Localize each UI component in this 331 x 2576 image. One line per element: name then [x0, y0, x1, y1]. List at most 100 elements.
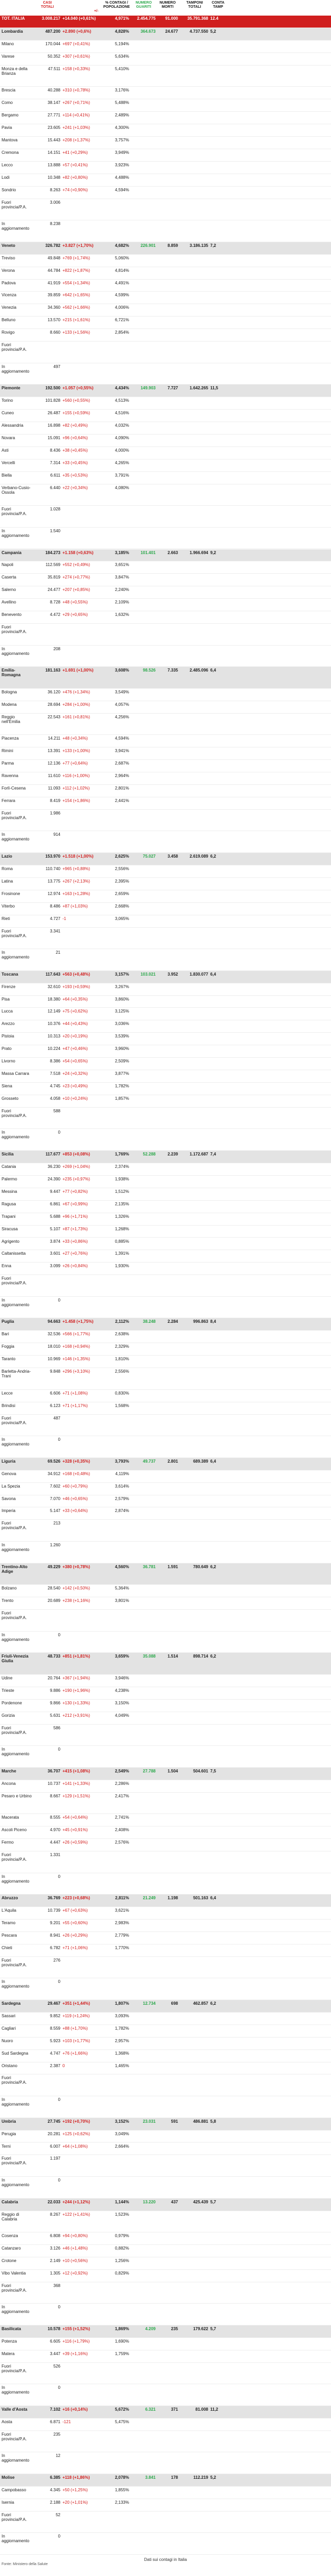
- row-name: Caltanissetta: [2, 1251, 26, 1256]
- row-name: Rovigo: [2, 330, 15, 335]
- row-name: Fuori provincia/P.A.: [2, 810, 27, 820]
- row-name: Brindisi: [2, 1403, 16, 1408]
- row-name: Campobasso: [2, 2487, 27, 2492]
- row-healed: 364.673: [141, 29, 156, 34]
- row-tests-ratio: 8,4: [210, 1319, 217, 1324]
- region-row: Emilia-Romagna 181.163 +1.691 (+1,00%) 3,60…: [0, 667, 331, 689]
- row-tests-ratio: 6,4: [210, 668, 217, 673]
- row-divider: [0, 548, 331, 549]
- row-cases: 13.391: [47, 748, 60, 754]
- row-name: Latina: [2, 878, 13, 884]
- province-row: In aggiornamento 12: [0, 2452, 331, 2475]
- province-row: Fermo 4.447 +26 (+0,59%) 2,576%: [0, 1839, 331, 1851]
- row-pct: 5,488%: [114, 100, 129, 106]
- row-cases: 32.536: [47, 1332, 60, 1337]
- province-row: Pescara 8.941 +26 (+0,29%) 2,779%: [0, 1932, 331, 1944]
- row-pct: 6,721%: [114, 318, 129, 323]
- province-row: Perugia 20.281 +125 (+0,62%) 3,049%: [0, 2131, 331, 2143]
- row-name: Verona: [2, 268, 15, 273]
- row-new-cases: +50 (+1,25%): [62, 2487, 88, 2492]
- row-divider: [0, 2554, 331, 2555]
- row-pct: 4,265%: [114, 460, 129, 465]
- row-divider: [0, 598, 331, 599]
- row-tests-ratio: 6,4: [210, 1458, 217, 1464]
- row-divider: [0, 446, 331, 447]
- row-cases: 1.260: [49, 1542, 60, 1547]
- row-cases: 36.230: [47, 1164, 60, 1169]
- province-row: In aggiornamento 914: [0, 831, 331, 853]
- row-name: Fuori provincia/P.A.: [2, 2363, 27, 2373]
- row-dead: 235: [171, 2327, 178, 2332]
- row-name: Barletta-Andria-Trani: [2, 1369, 31, 1379]
- row-tests: 4.737.550: [189, 29, 208, 34]
- row-tests: 780.649: [193, 1564, 208, 1569]
- row-new-cases: +965 (+0,88%): [62, 866, 90, 871]
- row-tests: 689.389: [193, 1458, 208, 1464]
- row-name: Piacenza: [2, 736, 19, 741]
- province-row: Modena 28.694 +284 (+1,00%) 4,057%: [0, 701, 331, 714]
- row-pct: 4,491%: [114, 280, 129, 285]
- row-cases: 7.602: [49, 1483, 60, 1489]
- row-name: Sud Sardegna: [2, 2051, 29, 2056]
- row-cases: 5.147: [49, 1508, 60, 1514]
- row-new-cases: +114 (+0,41%): [62, 113, 90, 118]
- row-cases: 586: [53, 1725, 60, 1730]
- row-new-cases: +193 (+0,59%): [62, 984, 90, 989]
- row-divider: [0, 809, 331, 810]
- row-divider: [0, 52, 331, 53]
- row-name: In aggiornamento: [2, 832, 30, 842]
- row-new-cases: +71 (+1,08%): [62, 1390, 88, 1396]
- province-row: Pordenone 9.866 +130 (+1,33%) 3,150%: [0, 1700, 331, 1712]
- row-divider: [0, 1609, 331, 1610]
- province-row: Fuori provincia/P.A.: [0, 341, 331, 363]
- row-new-cases: +267 (+0,71%): [62, 100, 90, 106]
- row-cases: 7.314: [49, 460, 60, 465]
- row-cases: 0: [58, 1747, 60, 1752]
- row-name: Chieti: [2, 1945, 12, 1950]
- row-divider: [0, 328, 331, 330]
- row-divider: [0, 2244, 331, 2245]
- row-name: Abruzzo: [2, 1896, 18, 1901]
- row-dead: 1.504: [167, 1768, 178, 1773]
- row-new-cases: +77 (+0,82%): [62, 1189, 88, 1194]
- row-cases: 7.070: [49, 1496, 60, 1501]
- row-cases: 22.543: [47, 714, 60, 719]
- row-cases: 9.886: [49, 1688, 60, 1693]
- row-healed: 103.021: [141, 971, 156, 977]
- row-name: In aggiornamento: [2, 950, 30, 960]
- row-new-cases: +54 (+0,65%): [62, 1059, 88, 1064]
- row-cases: 18.010: [47, 1344, 60, 1349]
- row-pct: 4,828%: [114, 29, 129, 34]
- row-tests-ratio: 7,2: [210, 243, 217, 248]
- row-dead: 3.458: [167, 854, 178, 859]
- row-cases: 101.828: [45, 398, 60, 403]
- row-name: Lecce: [2, 1390, 13, 1396]
- row-divider: [0, 1519, 331, 1520]
- province-row: Crotone 2.149 +10 (+0,56%) 1,256%: [0, 2257, 331, 2270]
- row-cases: 13.888: [47, 162, 60, 167]
- row-new-cases: +1.518 (+1,00%): [62, 854, 94, 859]
- row-cases: 36.707: [47, 1768, 60, 1773]
- row-cases: 49.229: [47, 1564, 60, 1569]
- row-divider: [0, 2486, 331, 2487]
- row-name: Brescia: [2, 88, 16, 93]
- row-new-cases: +380 (+0,78%): [62, 1564, 90, 1569]
- province-row: Parma 12.136 +77 (+0,64%) 2,687%: [0, 760, 331, 773]
- province-row: Fuori provincia/P.A. 368: [0, 2282, 331, 2304]
- province-row: Cuneo 26.487 +155 (+0,59%) 4,516%: [0, 410, 331, 423]
- row-name: In aggiornamento: [2, 2453, 30, 2463]
- row-tests-ratio: 6,4: [210, 971, 217, 977]
- row-pct: 2,659%: [114, 891, 129, 896]
- row-pct: 0,829%: [114, 2270, 129, 2276]
- province-row: Bergamo 27.771 +114 (+0,41%) 2,489%: [0, 112, 331, 125]
- province-row: Trieste 9.886 +190 (+1,96%) 4,238%: [0, 1687, 331, 1700]
- row-divider: [0, 1652, 331, 1653]
- province-row: Potenza 6.605 +116 (+1,79%) 1,690%: [0, 2338, 331, 2350]
- row-divider: [0, 40, 331, 41]
- province-row: Salerno 24.477 +207 (+0,85%) 2,240%: [0, 586, 331, 599]
- row-pct: 2,741%: [114, 1815, 129, 1820]
- row-pct: 3,960%: [114, 1046, 129, 1052]
- row-pct: 3,793%: [114, 1458, 129, 1464]
- row-new-cases: +48 (+0,55%): [62, 600, 88, 605]
- row-cases: 3.008.217: [42, 16, 60, 21]
